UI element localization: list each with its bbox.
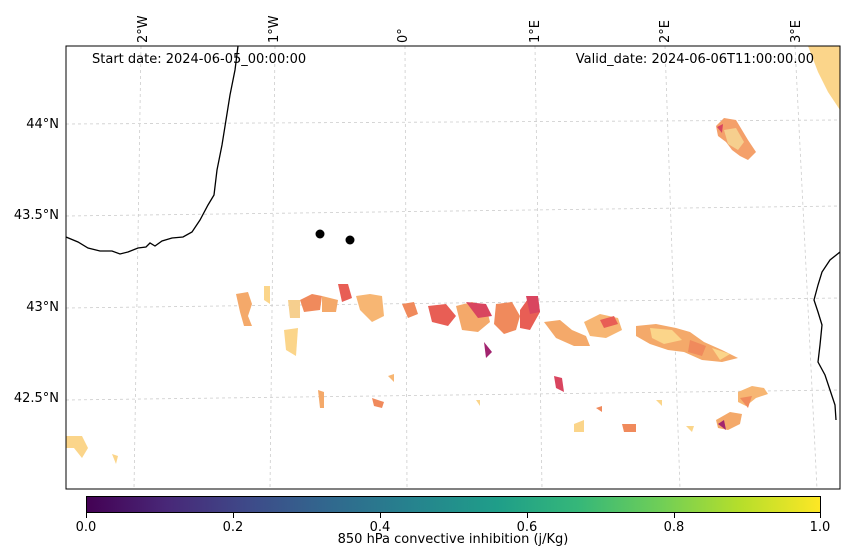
colorbar-tick: [233, 513, 234, 518]
coastline-france-atlantic: [66, 46, 239, 255]
colorbar-tick: [380, 513, 381, 518]
gridlines: [66, 46, 840, 489]
lon-label: 0°: [396, 28, 411, 43]
lon-label: 2°E: [658, 20, 673, 43]
colorbar-tick-label: 0.2: [222, 520, 244, 535]
lat-label: 43°N: [26, 300, 59, 315]
lat-label: 42.5°N: [14, 391, 59, 406]
marker-point-1: [315, 229, 325, 239]
colorbar-tick: [527, 513, 528, 518]
colorbar-tick: [86, 513, 87, 518]
colorbar-tick-label: 0.0: [75, 520, 97, 535]
map-frame: [65, 45, 841, 490]
colorbar-title: 850 hPa convective inhibition (j/Kg): [337, 532, 569, 547]
lat-label: 43.5°N: [14, 208, 59, 223]
colorbar-tick-label: 0.6: [516, 520, 538, 535]
valid-date-label: Valid_date: 2024-06-06T11:00:00.00: [575, 52, 814, 67]
colorbar-tick: [674, 513, 675, 518]
coastline-mediterranean: [813, 251, 840, 421]
lat-label: 44°N: [26, 117, 59, 132]
colorbar-tick-label: 0.4: [369, 520, 391, 535]
colorbar-tick: [820, 513, 821, 518]
start-date-label: Start date: 2024-06-05_00:00:00: [92, 52, 307, 67]
lon-label: 3°E: [789, 20, 804, 43]
colorbar-tick-label: 0.8: [663, 520, 685, 535]
lon-label: 2°W: [136, 15, 151, 43]
lon-label: 1°W: [267, 15, 282, 43]
colorbar-tick-label: 1.0: [809, 520, 831, 535]
cin-field: [66, 118, 768, 464]
colorbar: [86, 496, 821, 513]
marker-point-2: [345, 235, 355, 245]
lon-label: 1°E: [528, 20, 543, 43]
field-patch-ne: [808, 46, 840, 110]
